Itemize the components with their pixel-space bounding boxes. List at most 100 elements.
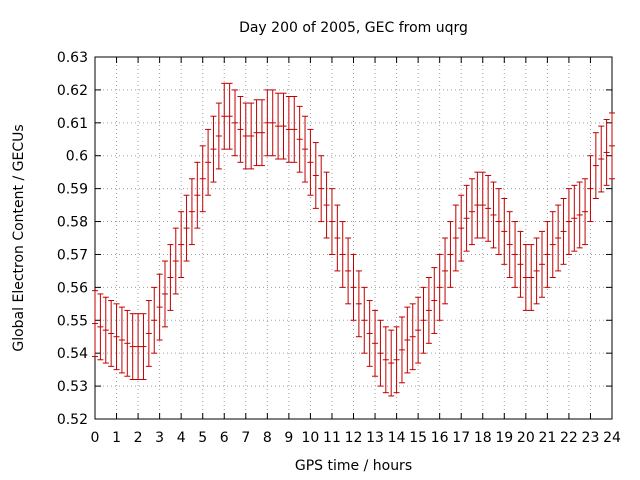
error-bar-point [199,145,206,213]
error-bar-point [108,300,115,367]
error-bar-point [565,188,572,255]
y-tick-label: 0.58 [57,215,88,231]
error-bar-point [490,181,497,249]
y-tick-label: 0.56 [57,280,88,296]
x-tick-label: 4 [177,430,186,446]
error-bar-point [318,155,325,223]
error-bar-point [517,230,524,298]
error-bar-point [355,270,362,338]
error-bar-point [512,221,519,288]
error-bar-point [409,303,416,371]
error-bar-point [135,313,142,381]
x-tick-label: 18 [474,430,492,446]
error-bar-point [167,244,174,311]
error-bar-point [275,92,282,160]
error-bar-point [582,178,589,246]
error-bar-point [372,309,379,377]
error-bar-point [452,204,459,272]
error-bar-point [361,286,368,354]
error-bar-point [232,89,239,157]
error-bar-point [522,244,529,311]
x-tick-label: 7 [241,430,250,446]
error-bar-point [393,326,400,394]
x-tick-label: 13 [366,430,384,446]
x-tick-label: 1 [112,430,121,446]
error-bar-point [555,204,562,272]
x-tick-label: 3 [155,430,164,446]
x-tick-label: 21 [538,430,556,446]
x-tick-label: 16 [431,430,449,446]
error-bar-point [404,306,411,374]
error-bar-point [97,293,104,361]
error-bar-point [592,132,599,200]
x-axis-label: GPS time / hours [295,458,412,474]
error-bar-point [205,128,212,196]
axis-ticks: 0 1 2 3 4 5 6 7 8 9 10 11 12 13 14 15 16 17 18 19 20 21 22 23 24… [57,50,621,446]
error-bar-point [296,105,303,173]
y-tick-label: 0.63 [57,50,88,66]
error-bar-point [210,115,217,183]
y-tick-label: 0.57 [57,247,88,263]
error-bar-point [382,326,389,394]
error-bar-point [533,237,540,305]
x-tick-label: 8 [263,430,272,446]
y-tick-label: 0.59 [57,182,88,198]
error-bar-point [140,313,147,381]
error-bar-point [458,194,465,262]
error-bar-point [415,296,422,364]
x-tick-label: 2 [134,430,143,446]
error-bar-point [603,119,610,186]
error-bar-point [302,115,309,183]
x-tick-label: 14 [388,430,406,446]
error-bar-point [312,142,319,209]
error-bar-point [113,303,120,371]
x-tick-label: 17 [452,430,470,446]
error-bar-point [118,306,125,374]
error-bar-point [183,194,190,262]
x-tick-label: 24 [603,430,621,446]
y-tick-label: 0.62 [57,83,88,99]
error-bar-point [425,276,432,344]
error-bar-point [474,171,481,239]
error-bar-point [485,174,492,242]
error-bar-point [145,300,152,367]
error-bar-point [285,95,292,163]
error-bar-point [215,102,222,170]
error-bar-point [549,211,556,278]
error-bar-point [345,237,352,305]
error-bar-point [280,92,287,160]
data-marks [92,82,615,397]
y-tick-label: 0.54 [57,346,88,362]
error-bar-point [194,161,201,229]
error-bar-point [388,329,395,397]
error-bar-point [377,319,384,387]
error-bar-point [479,171,486,239]
error-bar-point [366,300,373,367]
error-bar-point [129,313,136,381]
error-bar-point [162,260,169,328]
error-bar-point [544,221,551,288]
error-bar-point [151,286,158,354]
error-bar-point [242,102,249,170]
error-bar-point [538,230,545,298]
x-tick-label: 22 [560,430,578,446]
x-tick-label: 9 [284,430,293,446]
error-bar-point [291,95,298,163]
error-bar-point [334,204,341,272]
error-bar-point [328,188,335,255]
error-bar-point [560,198,567,265]
error-bar-point [463,184,470,252]
error-bar-point [269,89,276,157]
error-bar-point [226,82,233,150]
x-tick-label: 11 [323,430,341,446]
error-bar-point [156,273,163,341]
x-tick-label: 23 [582,430,600,446]
error-bar-point [172,227,179,295]
error-bar-point [350,253,357,321]
x-tick-label: 10 [302,430,320,446]
error-bar-point [307,128,314,196]
x-tick-label: 12 [345,430,363,446]
error-bar-point [258,99,265,167]
error-bar-point [237,95,244,163]
